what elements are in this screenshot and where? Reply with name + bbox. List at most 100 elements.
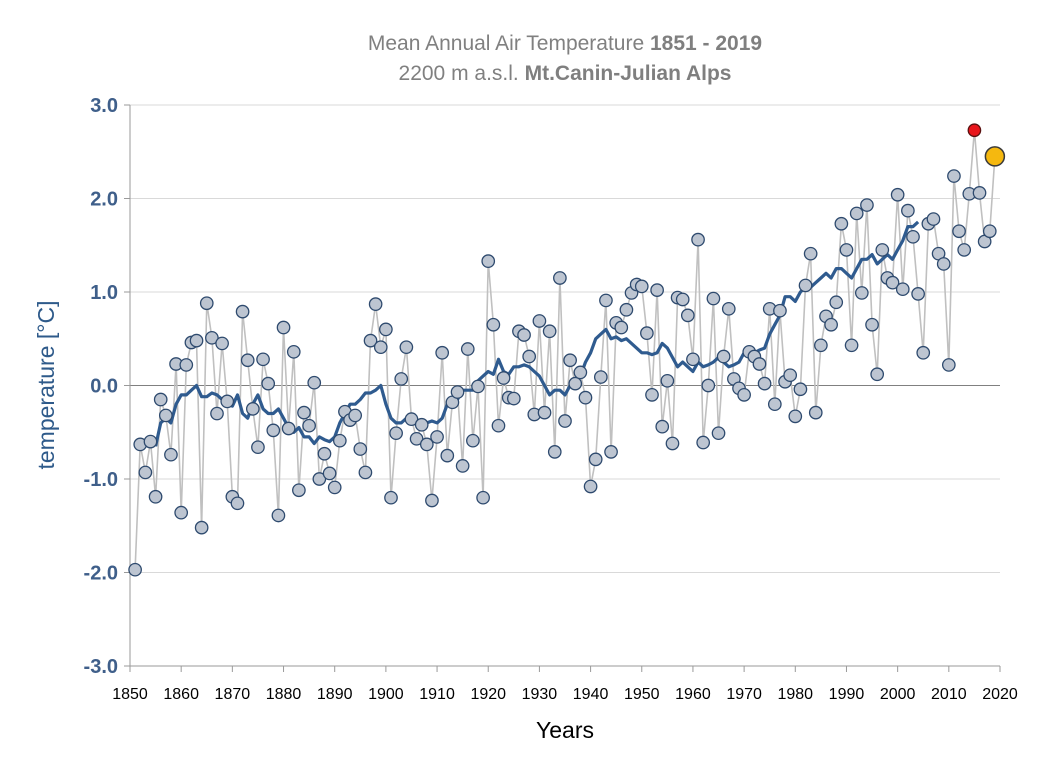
annual-data-point xyxy=(322,466,337,481)
annual-data-point xyxy=(251,440,265,455)
annual-data-point xyxy=(573,365,588,380)
annual-data-point xyxy=(138,465,153,480)
annual-data-point xyxy=(854,286,869,300)
annual-data-point xyxy=(721,301,736,316)
x-tick-label: 1860 xyxy=(163,686,199,703)
annual-data-point xyxy=(230,496,245,511)
annual-data-point xyxy=(686,352,700,367)
annual-data-point xyxy=(660,373,675,388)
x-tick-label: 2020 xyxy=(982,686,1018,703)
annual-data-point xyxy=(542,324,557,339)
annual-data-point xyxy=(941,358,956,372)
annual-data-point xyxy=(240,353,255,368)
annual-data-point xyxy=(368,297,383,312)
annual-data-point xyxy=(849,206,864,221)
annual-data-point xyxy=(189,333,204,348)
annual-data-point xyxy=(353,442,368,456)
x-tick-label: 1870 xyxy=(215,686,251,703)
x-tick-label: 1940 xyxy=(573,686,609,703)
annual-data-point xyxy=(757,376,772,391)
annual-data-point xyxy=(491,418,506,433)
annual-data-point xyxy=(558,414,572,428)
annual-data-point xyxy=(450,385,465,399)
annual-data-point xyxy=(460,342,475,356)
annual-data-point xyxy=(419,437,434,452)
annual-data-point xyxy=(455,459,470,473)
annual-data-point xyxy=(256,352,270,367)
x-tick-label: 1970 xyxy=(726,686,762,703)
annual-data-point xyxy=(148,489,163,504)
annual-data-point xyxy=(593,370,608,384)
x-tick-label: 1890 xyxy=(317,686,353,703)
annual-data-point xyxy=(619,302,634,317)
annual-data-point xyxy=(706,291,721,306)
annual-data-point xyxy=(466,433,480,448)
annual-data-point xyxy=(394,372,409,386)
annual-data-point xyxy=(389,426,403,441)
annual-data-point xyxy=(906,229,920,244)
annual-data-point xyxy=(711,426,726,441)
annual-data-point xyxy=(875,243,890,257)
annual-data-point xyxy=(716,349,731,364)
annual-data-point xyxy=(297,405,311,420)
annual-data-point xyxy=(506,391,521,406)
annual-data-point xyxy=(926,212,941,226)
annual-data-point xyxy=(281,421,296,436)
y-tick-label: 1.0 xyxy=(90,282,118,304)
annual-data-point xyxy=(547,445,562,459)
annual-data-point xyxy=(404,412,419,427)
annual-data-point xyxy=(885,275,900,290)
moving-average-polyline xyxy=(154,220,920,447)
x-tick-label: 1900 xyxy=(368,686,404,703)
annual-data-point xyxy=(153,392,168,407)
annual-data-point xyxy=(798,278,813,293)
annual-data-point xyxy=(972,186,987,200)
annual-data-point xyxy=(430,430,444,444)
annual-data-point xyxy=(537,405,552,420)
annual-data-point xyxy=(767,397,782,412)
annual-data-point xyxy=(379,322,393,337)
annual-data-point xyxy=(261,376,276,391)
annual-data-point xyxy=(947,169,961,183)
annual-data-point xyxy=(650,283,664,297)
x-tick-label: 2010 xyxy=(931,686,967,703)
annual-data-point xyxy=(588,452,603,467)
annual-data-point xyxy=(675,292,690,307)
annual-data-point xyxy=(532,314,547,328)
annual-data-point xyxy=(286,344,301,359)
annual-data-point xyxy=(604,445,618,459)
annual-data-point xyxy=(645,387,659,402)
annual-data-point xyxy=(680,308,695,323)
annual-data-point xyxy=(916,345,931,360)
highlight-point-yellow xyxy=(984,146,1006,167)
annual-data-point xyxy=(936,257,951,271)
annual-data-point xyxy=(476,490,490,505)
annual-data-point xyxy=(517,328,531,342)
annual-data-point xyxy=(844,338,859,353)
x-tick-label: 1930 xyxy=(522,686,558,703)
annual-data-point xyxy=(814,338,828,353)
annual-data-point xyxy=(834,216,849,231)
x-tick-label: 1910 xyxy=(419,686,455,703)
annual-data-point xyxy=(634,279,649,294)
x-tick-label: 1850 xyxy=(112,686,148,703)
moving-average-line xyxy=(154,220,920,447)
annual-data-point xyxy=(578,390,593,405)
x-tick-label: 1990 xyxy=(829,686,865,703)
annual-data-point xyxy=(399,340,414,355)
annual-data-point xyxy=(701,378,716,393)
annual-data-point xyxy=(245,402,260,416)
annual-data-point xyxy=(414,417,429,432)
x-tick-label: 1980 xyxy=(777,686,813,703)
annual-data-point xyxy=(384,490,398,505)
annual-data-point xyxy=(614,320,629,335)
annual-data-point xyxy=(425,493,439,508)
annual-data-point xyxy=(952,224,966,239)
y-tick-label: 2.0 xyxy=(90,189,118,211)
annual-data-point xyxy=(210,406,224,421)
annual-data-point xyxy=(302,418,316,433)
annual-data-point xyxy=(655,419,670,434)
annual-data-point xyxy=(957,243,972,257)
x-tick-label: 2000 xyxy=(880,686,916,703)
